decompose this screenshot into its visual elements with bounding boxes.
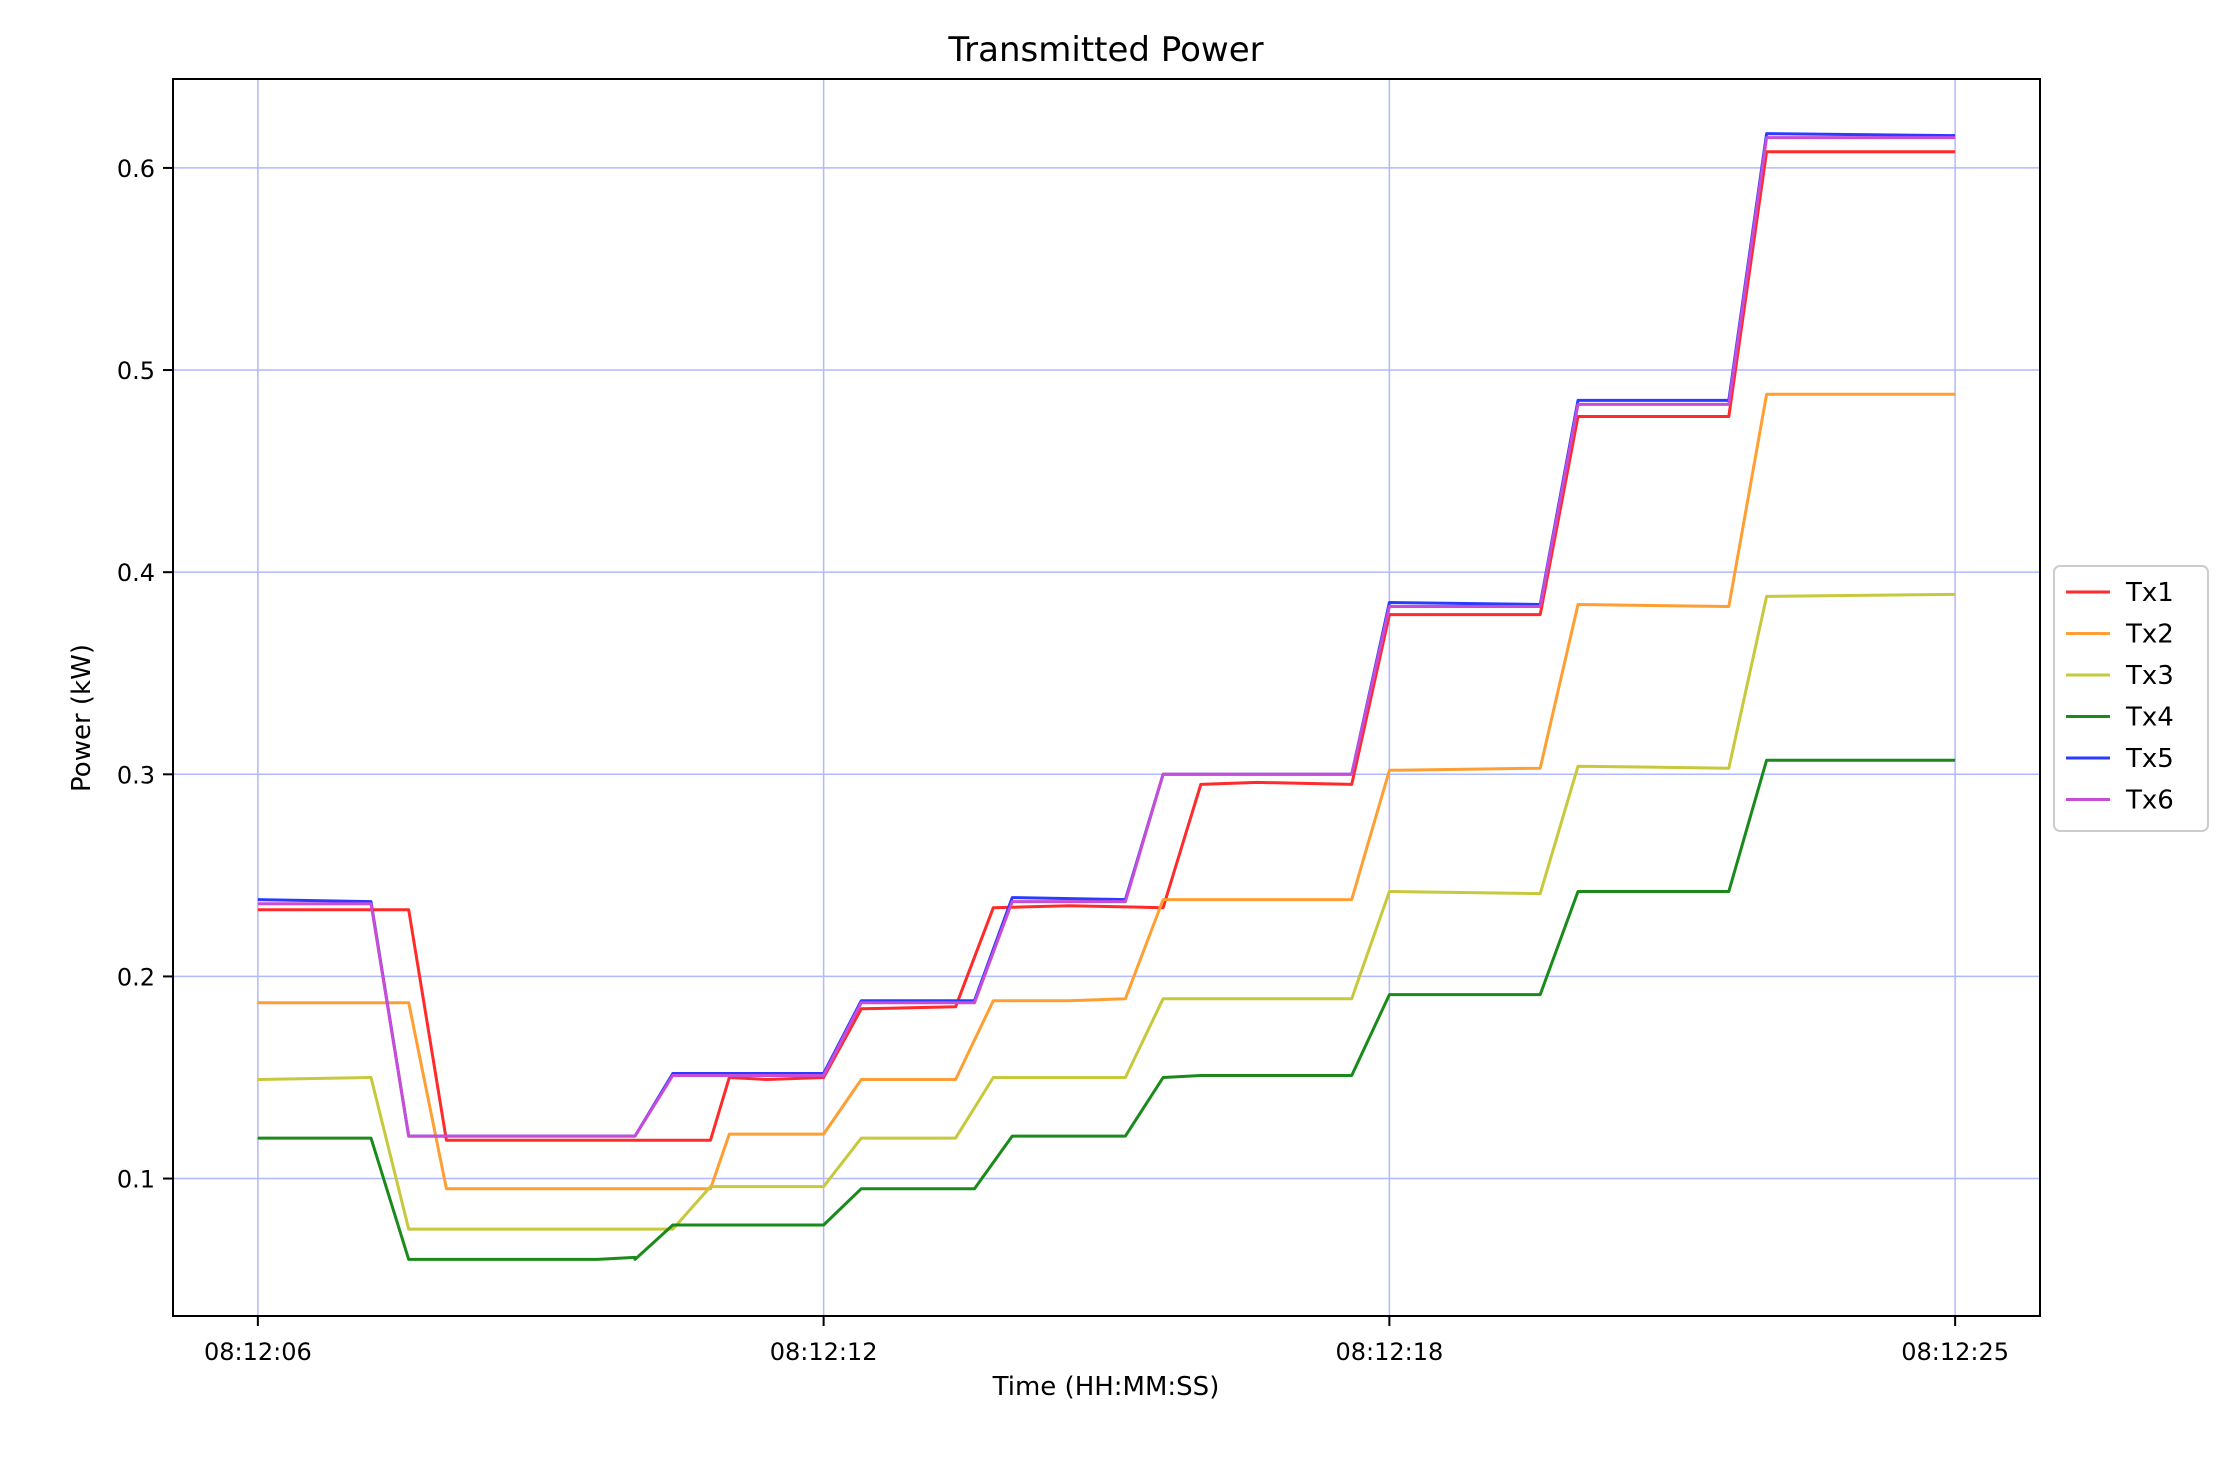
x-tick-label: 08:12:12 xyxy=(770,1338,878,1366)
legend-entry-label: Tx3 xyxy=(2125,661,2174,691)
series-line-tx6 xyxy=(257,136,1956,1138)
legend-entry-label: Tx5 xyxy=(2125,744,2174,774)
legend-entry-label: Tx1 xyxy=(2125,578,2174,608)
series-line-tx1 xyxy=(257,150,1956,1142)
chart-title: Transmitted Power xyxy=(947,30,1263,70)
y-tick-label: 0.1 xyxy=(117,1166,155,1194)
legend-entry-label: Tx2 xyxy=(2125,620,2174,650)
legend-entry-label: Tx6 xyxy=(2125,786,2174,816)
legend: Tx1 Tx2 Tx3 Tx4 Tx5 Tx6 xyxy=(2053,565,2209,832)
series-line-tx4 xyxy=(257,758,1956,1261)
y-tick-label: 0.6 xyxy=(117,155,155,183)
y-axis-ticks: 0.1 0.2 0.3 0.4 0.5 0.6 xyxy=(117,155,173,1194)
y-tick-label: 0.3 xyxy=(117,761,155,789)
x-tick-label: 08:12:25 xyxy=(1901,1338,2009,1366)
series-line-tx3 xyxy=(257,592,1956,1231)
series-line-tx2 xyxy=(257,392,1956,1191)
y-axis-label: Power (kW) xyxy=(67,644,97,792)
y-tick-label: 0.5 xyxy=(117,357,155,385)
x-tick-label: 08:12:06 xyxy=(204,1338,312,1366)
x-axis-label: Time (HH:MM:SS) xyxy=(992,1372,1220,1402)
grid-lines xyxy=(173,79,2040,1316)
legend-entry-label: Tx4 xyxy=(2125,703,2174,733)
y-tick-label: 0.2 xyxy=(117,963,155,991)
plot-area-frame xyxy=(172,78,2041,1317)
series-lines xyxy=(257,132,1956,1261)
x-tick-label: 08:12:18 xyxy=(1335,1338,1443,1366)
y-tick-label: 0.4 xyxy=(117,559,155,587)
x-axis-ticks: 08:12:06 08:12:12 08:12:18 08:12:25 xyxy=(204,1316,2009,1366)
